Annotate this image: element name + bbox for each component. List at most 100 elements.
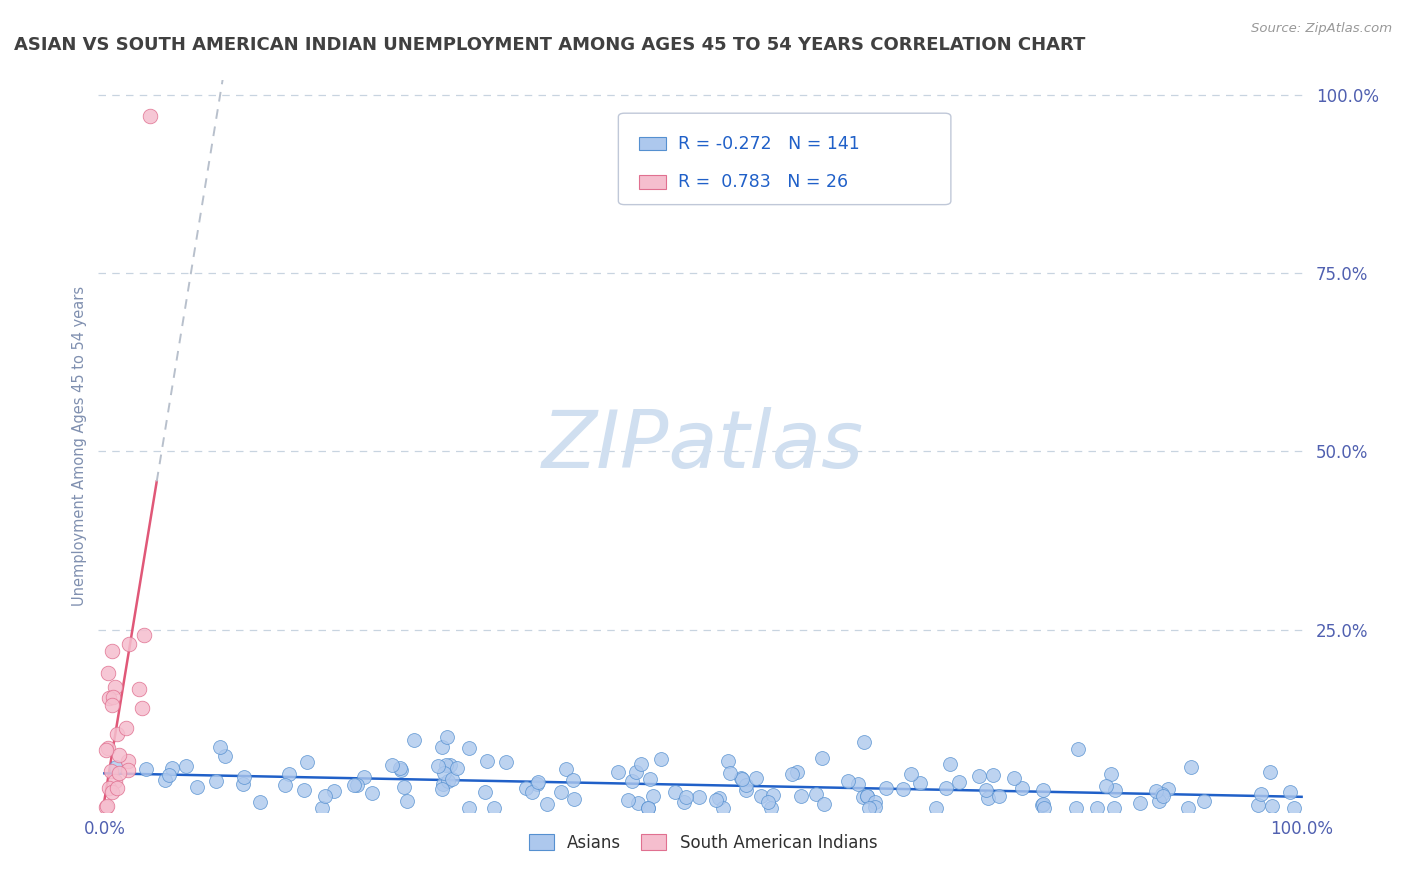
Point: [515, 781, 537, 796]
Point: [249, 795, 271, 809]
Point: [311, 801, 333, 815]
Point: [620, 774, 643, 789]
Point: [105, 727, 128, 741]
Point: [474, 785, 496, 799]
Point: [1032, 783, 1054, 797]
Point: [214, 748, 236, 763]
Point: [526, 775, 548, 789]
Point: [292, 782, 315, 797]
FancyBboxPatch shape: [619, 113, 950, 204]
Point: [520, 785, 543, 799]
Point: [718, 766, 741, 780]
Point: [322, 783, 344, 797]
Point: [482, 801, 505, 815]
Point: [160, 761, 183, 775]
Point: [439, 758, 461, 772]
Point: [436, 731, 458, 745]
Point: [108, 766, 131, 780]
Point: [1250, 787, 1272, 801]
Point: [1099, 767, 1122, 781]
Point: [863, 795, 886, 809]
Point: [1180, 759, 1202, 773]
Point: [1085, 801, 1108, 815]
Point: [630, 756, 652, 771]
Point: [1177, 801, 1199, 815]
Point: [641, 789, 664, 804]
Text: R =  0.783   N = 26: R = 0.783 N = 26: [678, 173, 848, 192]
Point: [562, 792, 585, 806]
Point: [114, 721, 136, 735]
Point: [948, 774, 970, 789]
Point: [118, 637, 141, 651]
Point: [756, 795, 779, 809]
Point: [811, 751, 834, 765]
Point: [274, 778, 297, 792]
Point: [232, 777, 254, 791]
Point: [935, 780, 957, 795]
Point: [97, 665, 120, 680]
Point: [1104, 782, 1126, 797]
Point: [1102, 801, 1125, 815]
Point: [396, 794, 419, 808]
Point: [1157, 782, 1180, 797]
Point: [97, 741, 120, 756]
Point: [1095, 779, 1118, 793]
Point: [209, 739, 232, 754]
Point: [446, 761, 468, 775]
Point: [103, 690, 125, 704]
Point: [98, 690, 121, 705]
Point: [346, 778, 368, 792]
Point: [711, 801, 734, 815]
Point: [624, 765, 647, 780]
Point: [855, 789, 877, 803]
Point: [1033, 801, 1056, 815]
Point: [856, 789, 879, 803]
Point: [813, 797, 835, 811]
Point: [1258, 764, 1281, 779]
Point: [475, 754, 498, 768]
Point: [848, 777, 870, 791]
Point: [804, 787, 827, 801]
Point: [730, 772, 752, 786]
Point: [675, 789, 697, 804]
Point: [101, 698, 124, 712]
Point: [1129, 796, 1152, 810]
Point: [526, 777, 548, 791]
Point: [988, 789, 1011, 803]
Point: [159, 768, 181, 782]
Point: [392, 780, 415, 795]
Point: [134, 627, 156, 641]
Point: [117, 754, 139, 768]
Point: [204, 773, 226, 788]
Point: [104, 774, 127, 789]
Point: [186, 780, 208, 795]
Point: [295, 755, 318, 769]
Point: [360, 786, 382, 800]
Point: [104, 680, 127, 694]
Point: [734, 778, 756, 792]
Point: [790, 789, 813, 803]
Point: [852, 789, 875, 804]
Point: [939, 756, 962, 771]
Point: [891, 782, 914, 797]
Point: [1064, 801, 1087, 815]
Text: ASIAN VS SOUTH AMERICAN INDIAN UNEMPLOYMENT AMONG AGES 45 TO 54 YEARS CORRELATIO: ASIAN VS SOUTH AMERICAN INDIAN UNEMPLOYM…: [14, 36, 1085, 54]
Point: [1247, 798, 1270, 813]
Point: [910, 776, 932, 790]
Point: [786, 764, 808, 779]
Point: [135, 762, 157, 776]
Point: [117, 763, 139, 777]
Point: [627, 796, 650, 810]
Text: R = -0.272   N = 141: R = -0.272 N = 141: [678, 135, 859, 153]
Point: [780, 767, 803, 781]
Point: [717, 754, 740, 768]
Point: [434, 757, 457, 772]
Point: [865, 800, 887, 814]
Point: [688, 789, 710, 804]
Point: [876, 781, 898, 796]
Point: [638, 772, 661, 786]
Point: [101, 785, 124, 799]
Point: [704, 793, 727, 807]
Point: [105, 760, 128, 774]
Point: [108, 748, 131, 763]
